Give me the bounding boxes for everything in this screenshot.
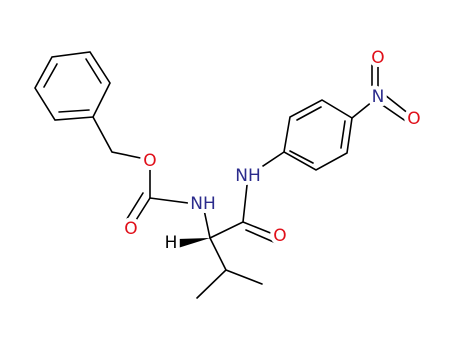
atom-label: O (143, 151, 156, 171)
atom-label: H (165, 233, 178, 253)
atom-label: NH (235, 166, 261, 186)
wedge-bond (177, 238, 210, 248)
bonds (34, 51, 415, 299)
carbonyl-double-bond (124, 192, 151, 229)
isopropyl (196, 237, 263, 299)
atom-label: O (273, 226, 286, 246)
benzene-ring (34, 51, 111, 121)
nh-chain (149, 197, 211, 239)
atom-label: N (372, 87, 385, 107)
atom-labels: O O NH H O NH N O O (120, 44, 424, 257)
atom-label: NH (190, 194, 216, 214)
carbamate-chain (92, 116, 151, 199)
atom-label: O (124, 219, 137, 239)
ring2-double-bonds (289, 106, 346, 164)
nitro-bonds (351, 57, 415, 125)
atom-label: O (407, 109, 420, 129)
ring-double-bonds (43, 58, 102, 113)
anilide-bond (247, 151, 285, 177)
amide-double-bond (242, 221, 279, 244)
atom-label: O (371, 48, 384, 68)
nitrophenyl-ring (283, 99, 353, 171)
